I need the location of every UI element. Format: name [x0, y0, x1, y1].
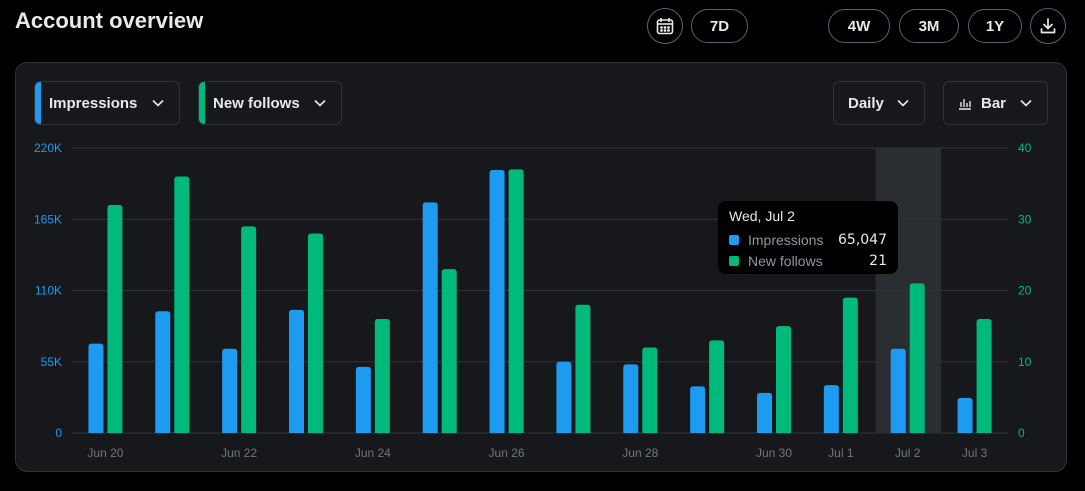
chevron-down-icon — [151, 96, 165, 110]
metric2-label: New follows — [213, 94, 300, 112]
download-icon — [1040, 18, 1056, 34]
range-4w-button[interactable]: 4W — [828, 9, 890, 43]
page-title: Account overview — [15, 8, 204, 33]
calendar-button[interactable] — [647, 8, 683, 44]
tooltip-date: Wed, Jul 2 — [729, 208, 795, 224]
interval-label: Daily — [848, 94, 884, 112]
range-7d-button[interactable]: 7D — [691, 9, 748, 43]
tooltip-label: New follows — [748, 252, 823, 269]
interval-select[interactable]: Daily — [833, 81, 925, 125]
new-follows-swatch — [729, 255, 739, 266]
metric2-select[interactable]: New follows — [198, 81, 342, 125]
metric1-color-bar — [35, 82, 41, 124]
range-1y-button[interactable]: 1Y — [968, 9, 1022, 43]
tooltip-row-new-follows: New follows 21 — [729, 250, 887, 271]
calendar-icon — [656, 18, 674, 35]
download-button[interactable] — [1030, 8, 1066, 44]
range-3m-button[interactable]: 3M — [899, 9, 959, 43]
chart-type-label: Bar — [981, 94, 1007, 112]
bar-chart-icon — [958, 96, 972, 110]
tooltip-label: Impressions — [748, 231, 824, 248]
tooltip-value: 21 — [869, 252, 887, 269]
chart-tooltip: Wed, Jul 2 Impressions 65,047 New follow… — [718, 201, 898, 274]
metric2-color-bar — [199, 82, 205, 124]
chevron-down-icon — [1019, 96, 1033, 110]
metric1-label: Impressions — [49, 94, 138, 112]
impressions-swatch — [729, 234, 739, 245]
metric1-select[interactable]: Impressions — [34, 81, 180, 125]
chart-type-select[interactable]: Bar — [943, 81, 1048, 125]
tooltip-value: 65,047 — [838, 231, 887, 248]
chart-panel: Impressions New follows Daily Bar — [15, 62, 1067, 472]
tooltip-row-impressions: Impressions 65,047 — [729, 229, 887, 250]
chevron-down-icon — [313, 96, 327, 110]
chevron-down-icon — [896, 96, 910, 110]
